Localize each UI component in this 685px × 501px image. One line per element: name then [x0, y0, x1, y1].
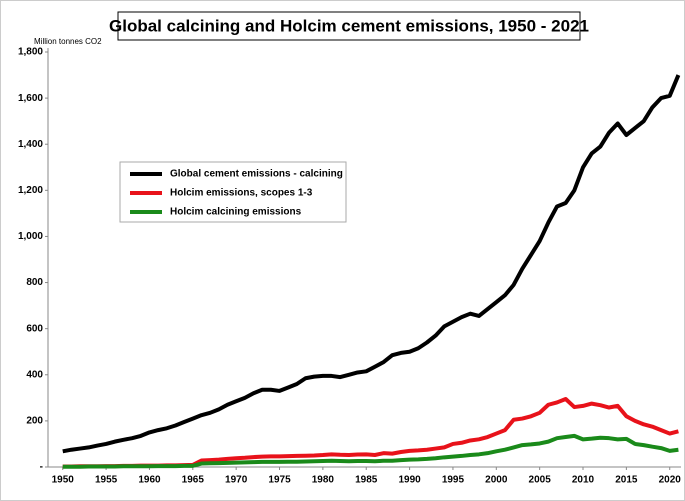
x-tick-label: 2020	[659, 475, 682, 486]
x-tick-label: 1995	[442, 475, 465, 486]
legend-label: Holcim calcining emissions	[170, 207, 302, 218]
chart-title: Global calcining and Holcim cement emiss…	[109, 16, 589, 35]
y-axis-label: Million tonnes CO2	[34, 37, 102, 46]
x-tick-label: 1965	[182, 475, 205, 486]
x-tick-label: 1970	[225, 475, 248, 486]
y-tick-label: 1,000	[18, 231, 43, 242]
title-box	[117, 11, 581, 41]
x-tick-label: 1985	[355, 475, 378, 486]
x-tick-label: 1975	[268, 475, 291, 486]
x-tick-label: 1980	[312, 475, 335, 486]
x-tick-label: 1950	[52, 475, 75, 486]
series-line	[62, 433, 679, 469]
x-tick-label: 2015	[615, 475, 638, 486]
x-tick-label: 1960	[138, 475, 161, 486]
y-tick-label: 200	[26, 416, 43, 427]
y-tick-label: 1,400	[18, 139, 43, 150]
x-tick-label: 1990	[398, 475, 421, 486]
x-tick-label: 2010	[572, 475, 595, 486]
y-tick-label: 400	[26, 369, 43, 380]
y-tick-label: -	[40, 462, 43, 473]
x-tick-label: 1955	[95, 475, 118, 486]
y-tick-label: 1,800	[18, 47, 43, 58]
y-tick-label: 800	[26, 277, 43, 288]
y-tick-label: 1,200	[18, 185, 43, 196]
y-tick-label: 1,600	[18, 93, 43, 104]
legend-label: Global cement emissions - calcining	[170, 169, 343, 180]
x-tick-label: 2005	[529, 475, 552, 486]
legend-label: Holcim emissions, scopes 1-3	[170, 188, 313, 199]
y-tick-label: 600	[26, 323, 43, 334]
x-tick-label: 2000	[485, 475, 508, 486]
series-line	[62, 74, 681, 454]
